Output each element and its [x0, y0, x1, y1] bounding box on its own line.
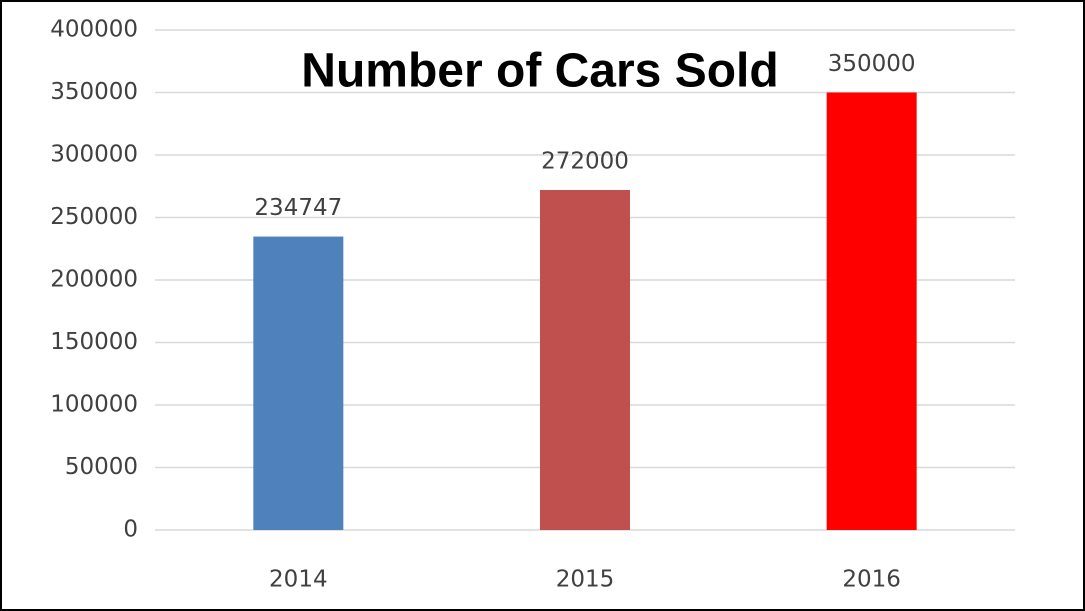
y-tick-label: 350000 [50, 79, 138, 105]
y-tick-label: 400000 [50, 17, 138, 43]
bar [253, 236, 344, 530]
y-tick-label: 200000 [50, 267, 138, 293]
y-tick-label: 50000 [65, 454, 138, 480]
data-label: 272000 [541, 149, 629, 175]
x-tick-label: 2015 [556, 567, 615, 593]
y-tick-label: 0 [123, 517, 138, 543]
x-tick-label: 2014 [269, 567, 328, 593]
y-tick-label: 300000 [50, 142, 138, 168]
y-tick-label: 250000 [50, 204, 138, 230]
bar [540, 190, 630, 530]
data-label: 234747 [254, 195, 342, 221]
y-tick-label: 100000 [50, 392, 138, 418]
bar [826, 92, 917, 530]
x-tick-label: 2016 [842, 567, 901, 593]
y-tick-label: 150000 [50, 329, 138, 355]
chart-title: Number of Cars Sold [301, 45, 778, 98]
data-label: 350000 [828, 51, 916, 77]
